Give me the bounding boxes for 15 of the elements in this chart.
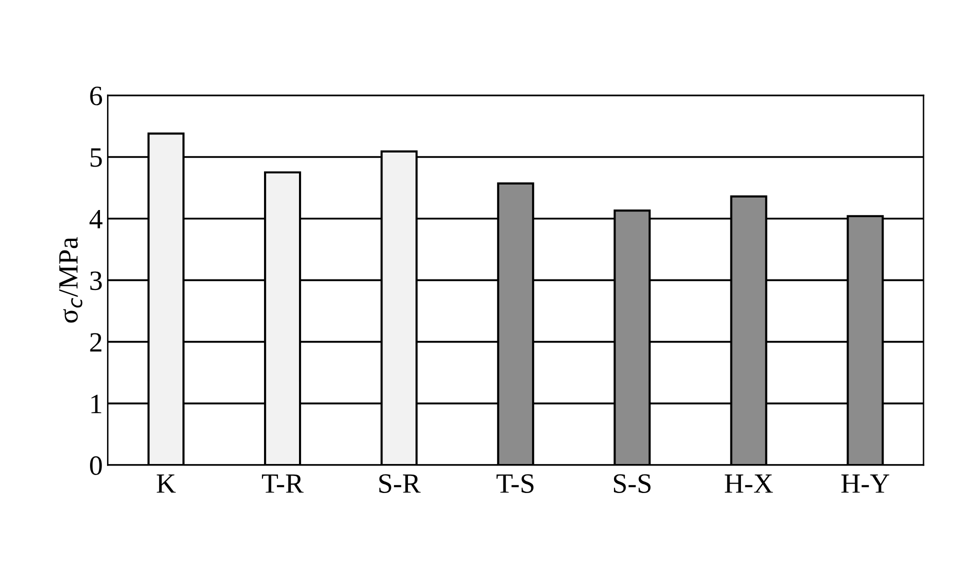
- y-tick-label: 5: [90, 148, 102, 167]
- x-tick-label: K: [156, 474, 176, 493]
- y-axis-title: σ$_{c}$/MPa: [59, 237, 82, 323]
- x-tick-label: S-S: [614, 474, 651, 493]
- x-tick-label: T-S: [496, 474, 534, 493]
- x-tick-label: S-R: [379, 474, 421, 493]
- y-tick-label: 6: [90, 86, 102, 106]
- y-tick-label: 3: [90, 271, 102, 290]
- x-tick-label: H-X: [724, 474, 773, 493]
- y-tick-label: 4: [90, 210, 102, 228]
- x-tick-label: T-R: [262, 474, 304, 493]
- y-tick-label: 1: [91, 394, 102, 414]
- x-tick-label: H-Y: [841, 474, 890, 493]
- y-tick-label: 0: [90, 456, 102, 475]
- y-tick-label: 2: [90, 333, 102, 352]
